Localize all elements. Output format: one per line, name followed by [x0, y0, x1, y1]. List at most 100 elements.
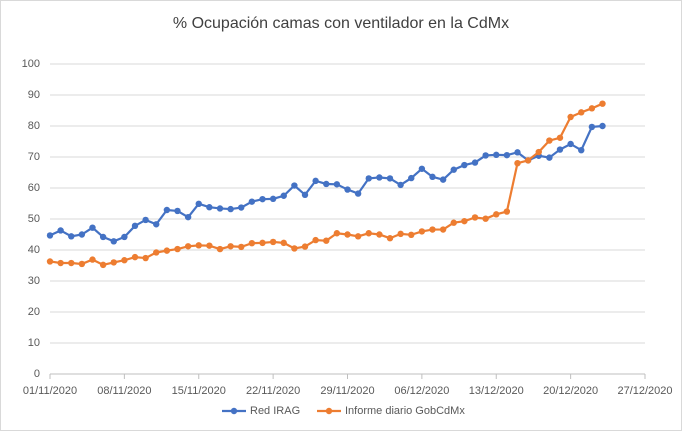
point — [376, 174, 383, 181]
point — [142, 216, 149, 224]
point — [78, 231, 86, 238]
point — [599, 100, 606, 107]
point — [312, 177, 319, 185]
legend-marker — [325, 407, 333, 415]
point — [206, 242, 213, 249]
y-tick-label: 100 — [22, 58, 40, 70]
point — [450, 219, 457, 226]
point — [238, 243, 245, 251]
x-tick-label: 27/12/2020 — [617, 385, 672, 397]
point — [588, 123, 596, 131]
point — [482, 152, 489, 159]
point — [493, 151, 500, 159]
point — [461, 161, 468, 169]
point — [408, 231, 415, 239]
point — [588, 105, 596, 112]
point — [153, 221, 160, 228]
x-tick-label: 01/11/2020 — [23, 385, 77, 397]
point — [323, 180, 330, 188]
point — [195, 200, 202, 208]
point — [503, 151, 511, 159]
point — [514, 160, 521, 167]
point — [386, 175, 394, 182]
y-tick-label: 90 — [28, 89, 40, 101]
point — [153, 249, 160, 256]
point — [578, 109, 585, 116]
point — [556, 146, 564, 153]
point — [238, 204, 245, 211]
point — [323, 237, 330, 244]
point — [354, 233, 362, 240]
point — [524, 157, 532, 164]
point — [546, 154, 553, 161]
point — [142, 254, 149, 262]
point — [216, 205, 224, 212]
point — [397, 230, 404, 238]
point — [174, 207, 181, 215]
point — [556, 134, 564, 141]
legend-label: Informe diario GobCdMx — [345, 405, 465, 417]
point — [99, 261, 107, 269]
point — [46, 232, 54, 239]
point — [408, 174, 415, 182]
point — [269, 195, 277, 203]
point — [227, 205, 234, 213]
point — [354, 190, 362, 197]
point — [578, 146, 585, 154]
point — [418, 228, 426, 235]
point — [344, 186, 351, 193]
point — [418, 165, 426, 172]
y-tick-label: 30 — [28, 275, 40, 287]
point — [429, 173, 436, 181]
point — [365, 230, 372, 237]
x-tick-label: 22/11/2020 — [246, 385, 300, 397]
point — [535, 148, 542, 156]
point — [89, 224, 96, 231]
legend-marker — [230, 407, 238, 415]
point — [121, 233, 128, 241]
point — [439, 226, 447, 233]
x-tick-label: 20/12/2020 — [543, 385, 598, 397]
point — [110, 259, 117, 266]
point — [269, 238, 277, 246]
y-tick-label: 70 — [28, 151, 40, 163]
y-tick-label: 60 — [28, 182, 40, 194]
point — [301, 243, 309, 250]
x-tick-label: 13/12/2020 — [469, 385, 524, 397]
point — [280, 239, 287, 247]
x-tick-label: 08/11/2020 — [97, 385, 151, 397]
point — [89, 256, 96, 263]
point — [68, 233, 75, 240]
legend-label: Red IRAG — [250, 405, 300, 417]
point — [397, 181, 404, 189]
point — [131, 253, 139, 261]
point — [174, 245, 181, 253]
point — [567, 140, 574, 148]
point — [333, 230, 341, 237]
point — [493, 211, 500, 218]
point — [57, 227, 64, 234]
point — [471, 214, 479, 221]
point — [195, 242, 202, 249]
point — [46, 258, 54, 265]
point — [163, 247, 171, 254]
x-tick-label: 29/11/2020 — [320, 385, 374, 397]
point — [184, 243, 192, 250]
point — [184, 213, 192, 221]
point — [121, 257, 128, 264]
point — [206, 204, 213, 211]
point — [376, 231, 383, 238]
point — [248, 198, 256, 205]
point — [291, 182, 298, 189]
point — [110, 238, 117, 245]
x-tick-label: 06/12/2020 — [394, 385, 449, 397]
y-tick-label: 0 — [34, 368, 40, 380]
chart-title: % Ocupación camas con ventilador en la C… — [173, 15, 509, 32]
point — [450, 166, 457, 173]
y-tick-label: 10 — [28, 337, 40, 349]
point — [216, 245, 224, 253]
y-tick-label: 20 — [28, 306, 40, 318]
point — [471, 159, 479, 166]
